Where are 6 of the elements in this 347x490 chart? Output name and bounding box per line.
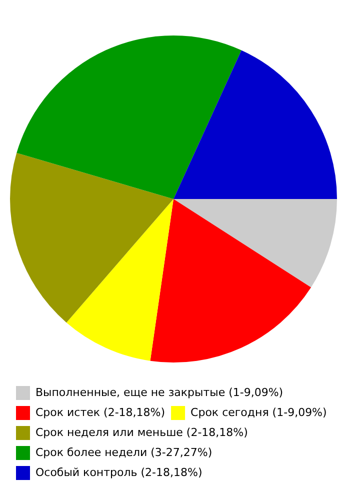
legend-label: Срок сегодня (1-9,09%) xyxy=(190,406,327,419)
legend-label: Срок истек (2-18,18%) xyxy=(36,406,166,419)
legend-label: Срок более недели (3-27,27%) xyxy=(36,446,212,459)
legend-label: Особый контроль (2-18,18%) xyxy=(36,466,202,479)
legend-label: Срок неделя или меньше (2-18,18%) xyxy=(36,426,248,439)
legend-label: Выполненные, еще не закрытые (1-9,09%) xyxy=(36,386,284,399)
